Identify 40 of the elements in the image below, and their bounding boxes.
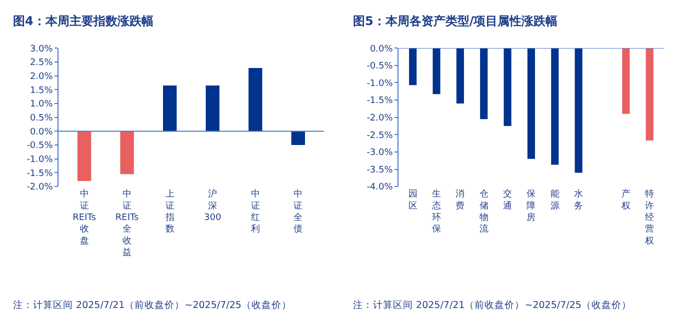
y-tick-label: -2.0%	[26, 182, 54, 193]
text: 注：计算区间 2025/7/21（前收盘价）~2025/7/25（收盘价）	[13, 299, 292, 311]
x-tick-label: 中证红利	[250, 188, 260, 235]
y-tick-label: 1.0%	[30, 100, 54, 110]
y-tick-label: -3.0%	[366, 148, 394, 158]
x-tick-label: 园区	[408, 190, 418, 212]
chart-title: 图4：本周主要指数涨跌幅	[13, 14, 154, 28]
x-tick-label: 仓储物流	[479, 188, 488, 235]
x-tick-label: 中证REITs收盘	[72, 188, 96, 246]
y-tick-label: 1.5%	[30, 86, 54, 96]
x-tick-label: 生态环保	[431, 188, 442, 235]
x-tick-label: 交通	[503, 188, 512, 212]
y-tick-label: -3.5%	[366, 165, 394, 176]
y-tick-label: 0.0%	[30, 127, 54, 138]
y-tick-label: -1.5%	[26, 168, 54, 179]
x-tick-label: 产权	[620, 188, 630, 212]
y-tick-label: -1.5%	[366, 96, 394, 106]
y-tick-label: -1.0%	[26, 155, 54, 166]
chart-title: 图5：本周各资产类型/项目属性涨跌幅	[353, 14, 558, 28]
y-tick-label: 2.5%	[30, 58, 54, 68]
x-tick-label: 能源	[550, 188, 560, 212]
y-tick-label: 0.5%	[30, 114, 54, 124]
x-tick-label: 特许经营权	[644, 188, 654, 246]
y-tick-label: -0.5%	[366, 62, 394, 72]
text: 注：计算区间 2025/7/21（前收盘价）~2025/7/25（收盘价）	[353, 299, 632, 311]
y-tick-label: -4.0%	[366, 182, 394, 193]
x-tick-label: 中证全债	[294, 188, 303, 235]
x-tick-label: 水务	[574, 188, 584, 212]
y-tick-label: 3.0%	[30, 44, 54, 54]
y-tick-label: -2.0%	[366, 114, 394, 124]
x-tick-label: 上证指数	[164, 188, 174, 235]
y-tick-label: -0.5%	[26, 141, 54, 152]
y-tick-label: -2.5%	[366, 130, 394, 141]
x-tick-label: 消费	[456, 188, 465, 212]
y-tick-label: -1.0%	[366, 78, 394, 89]
y-tick-label: 0.0%	[370, 44, 394, 54]
x-tick-label: 沪深300	[204, 188, 222, 223]
x-tick-label: 保障房	[526, 188, 536, 223]
y-tick-label: 2.0%	[30, 72, 54, 82]
x-tick-label: 中证REITs全收益	[115, 188, 140, 258]
